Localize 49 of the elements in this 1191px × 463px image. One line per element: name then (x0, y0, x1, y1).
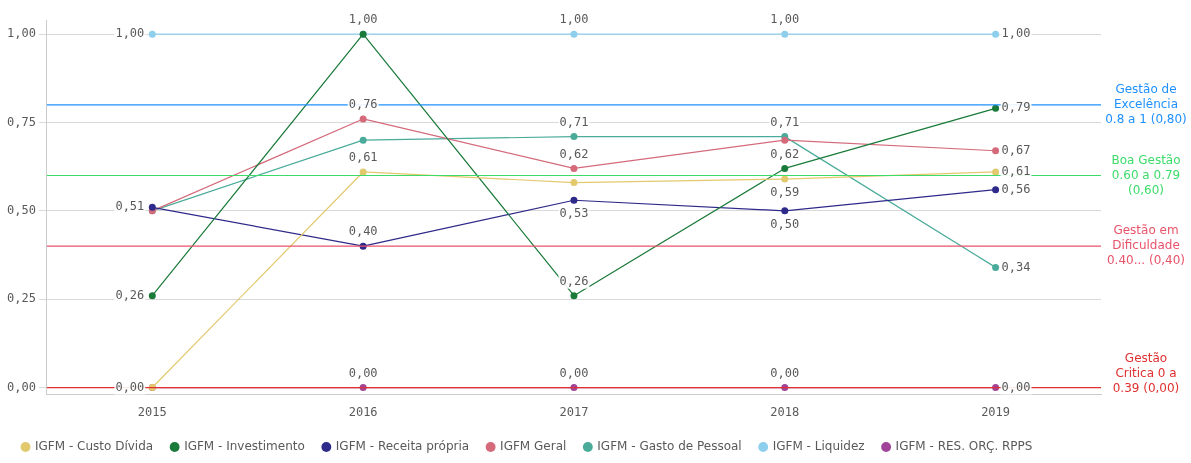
ref-line-label: Gestão em Dificuldade 0.40... (0,40) (1106, 223, 1186, 268)
data-label: 1,00 (348, 12, 378, 27)
data-label: 1,00 (115, 26, 145, 41)
data-label: 0,40 (348, 224, 378, 239)
data-label: 0,56 (1001, 181, 1031, 196)
y-tick-label: 0,00 (6, 379, 36, 394)
data-label: 0,62 (770, 146, 800, 161)
data-label: 0,00 (348, 365, 378, 380)
legend-label: IGFM - Gasto de Pessoal (597, 439, 742, 454)
data-label: 0,79 (1001, 100, 1031, 115)
data-label: 0,59 (770, 185, 800, 200)
legend-label: IGFM - Custo Dívida (35, 439, 154, 454)
data-label: 0,00 (1001, 379, 1031, 394)
x-tick-label: 2017 (559, 404, 589, 419)
data-label: 0,34 (1001, 259, 1031, 274)
data-label: 0,61 (348, 150, 378, 165)
ref-line-label: Boa Gestão 0.60 a 0.79 (0,60) (1111, 152, 1181, 197)
x-tick-label: 2015 (137, 404, 167, 419)
x-tick-label: 2016 (348, 404, 378, 419)
legend-label: IGFM - Investimento (184, 439, 305, 454)
data-label: 1,00 (770, 12, 800, 27)
ref-line-label: Gestão Critica 0 a 0.39 (0,00) (1112, 350, 1180, 395)
data-label: 0,00 (115, 379, 145, 394)
y-tick-label: 0,50 (6, 202, 36, 217)
data-label: 0,71 (559, 114, 589, 129)
legend-label: IGFM Geral (500, 439, 567, 454)
x-tick-label: 2019 (981, 404, 1011, 419)
data-label: 1,00 (1001, 26, 1031, 41)
ref-line-label: Gestão de Excelência 0.8 a 1 (0,80) (1105, 81, 1187, 126)
y-tick-label: 0,25 (6, 291, 36, 306)
data-label: 0,00 (770, 365, 800, 380)
x-tick-label: 2018 (770, 404, 800, 419)
y-tick-label: 0,75 (6, 114, 36, 129)
legend-label: IGFM - Receita própria (335, 439, 470, 454)
data-label: 1,00 (559, 12, 589, 27)
data-label: 0,61 (1001, 164, 1031, 179)
data-label: 0,26 (115, 287, 145, 302)
data-label: 0,00 (559, 365, 589, 380)
legend-label: IGFM - Liquidez (772, 439, 865, 454)
data-label: 0,51 (115, 199, 145, 214)
legend-label: IGFM - RES. ORÇ. RPPS (895, 439, 1033, 454)
data-label: 0,26 (559, 273, 589, 288)
data-label: 0,76 (348, 97, 378, 112)
y-tick-label: 1,00 (6, 26, 36, 41)
data-label: 0,67 (1001, 142, 1031, 157)
data-label: 0,50 (770, 216, 800, 231)
data-label: 0,71 (770, 114, 800, 129)
data-label: 0,62 (559, 146, 589, 161)
data-label: 0,53 (559, 206, 589, 221)
